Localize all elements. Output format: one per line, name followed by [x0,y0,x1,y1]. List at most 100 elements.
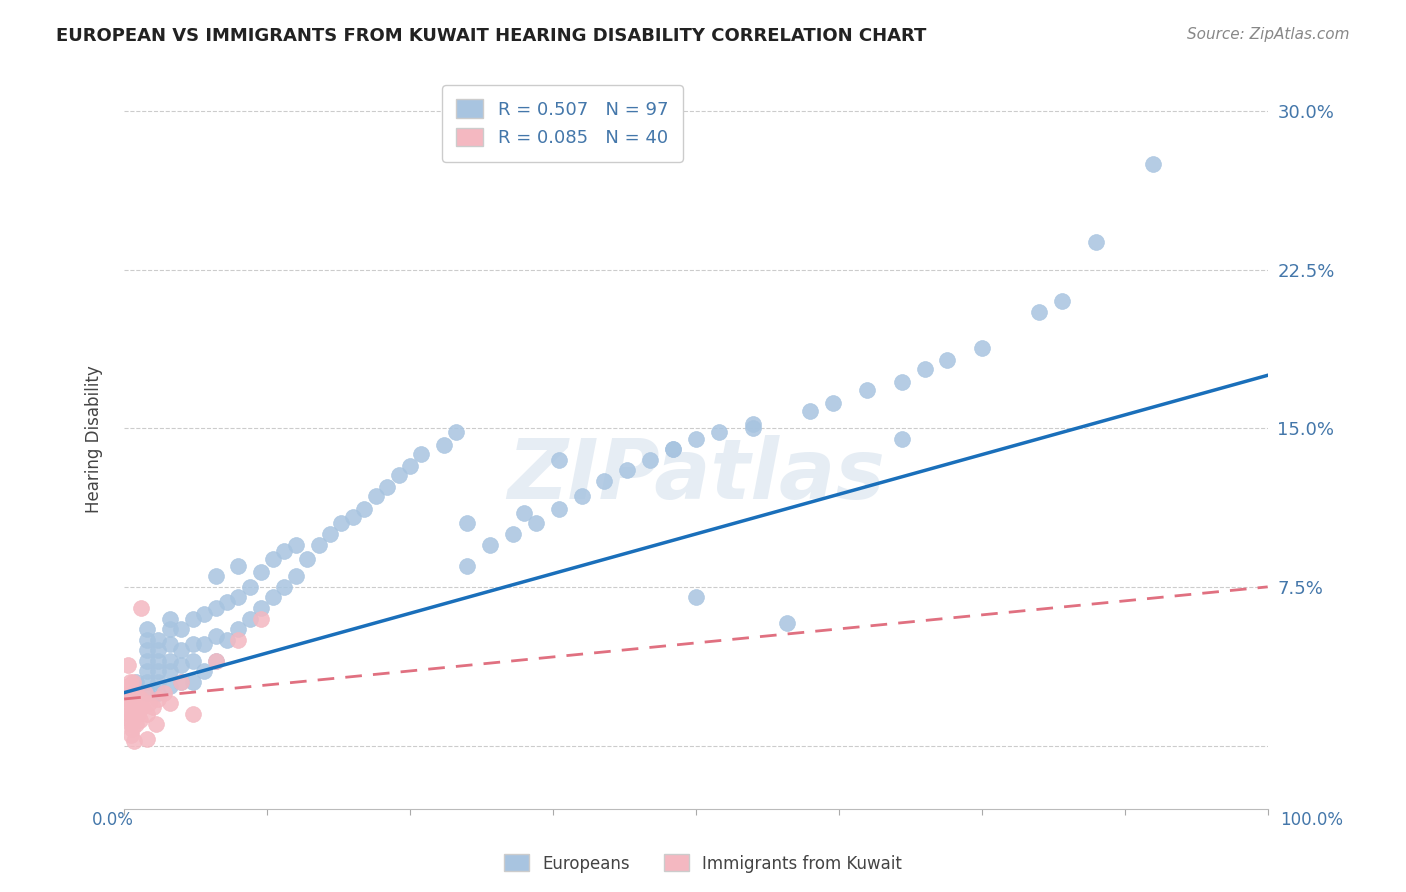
Point [239,611,262,625]
Point [1028,305,1050,319]
Point [250,601,273,615]
Point [707,425,730,440]
Point [616,463,638,477]
Point [117,679,139,693]
Point [124,686,146,700]
Point [547,501,569,516]
Text: 0.0%: 0.0% [91,811,134,829]
Point [136,654,159,668]
Point [136,706,159,721]
Point [571,489,593,503]
Point [1142,157,1164,171]
Point [181,654,204,668]
Point [228,591,250,605]
Point [148,665,170,679]
Point [159,696,181,710]
Point [215,595,238,609]
Point [479,537,502,551]
Point [122,675,145,690]
Point [148,643,170,657]
Point [136,686,159,700]
Point [342,510,364,524]
Point [148,654,170,668]
Point [125,700,148,714]
Point [890,375,912,389]
Text: 100.0%: 100.0% [1279,811,1343,829]
Point [170,675,193,690]
Point [742,421,765,435]
Point [502,527,524,541]
Point [170,658,193,673]
Point [148,632,170,647]
Legend: Europeans, Immigrants from Kuwait: Europeans, Immigrants from Kuwait [498,847,908,880]
Point [127,706,149,721]
Point [181,611,204,625]
Point [148,692,170,706]
Point [250,611,273,625]
Point [685,591,707,605]
Point [181,675,204,690]
Point [136,632,159,647]
Point [228,558,250,573]
Text: EUROPEAN VS IMMIGRANTS FROM KUWAIT HEARING DISABILITY CORRELATION CHART: EUROPEAN VS IMMIGRANTS FROM KUWAIT HEARI… [56,27,927,45]
Point [890,432,912,446]
Point [129,713,152,727]
Point [250,565,273,579]
Point [117,692,139,706]
Point [273,580,295,594]
Point [513,506,536,520]
Point [159,654,181,668]
Point [159,611,181,625]
Point [547,453,569,467]
Point [444,425,467,440]
Y-axis label: Hearing Disability: Hearing Disability [86,365,103,513]
Point [239,580,262,594]
Point [204,628,226,642]
Point [128,696,150,710]
Point [330,516,353,531]
Point [145,717,167,731]
Point [134,686,156,700]
Point [262,591,284,605]
Point [799,404,821,418]
Point [122,706,145,721]
Point [136,622,159,636]
Point [936,353,959,368]
Point [181,637,204,651]
Point [375,480,398,494]
Point [215,632,238,647]
Point [159,679,181,693]
Point [193,607,215,622]
Point [1050,294,1073,309]
Point [823,396,845,410]
Point [456,558,478,573]
Point [284,537,307,551]
Point [970,341,993,355]
Point [124,734,146,748]
Point [593,474,616,488]
Point [118,686,141,700]
Point [204,654,226,668]
Point [138,696,160,710]
Point [433,438,456,452]
Point [295,552,318,566]
Point [148,686,170,700]
Point [204,569,226,583]
Point [121,722,143,736]
Point [662,442,685,457]
Point [136,665,159,679]
Point [170,675,193,690]
Point [118,713,141,727]
Point [284,569,307,583]
Point [685,432,707,446]
Point [193,665,215,679]
Point [136,643,159,657]
Point [181,706,204,721]
Point [124,675,146,690]
Point [124,717,146,731]
Point [118,706,141,721]
Point [387,467,409,482]
Point [262,552,284,566]
Point [273,544,295,558]
Point [319,527,342,541]
